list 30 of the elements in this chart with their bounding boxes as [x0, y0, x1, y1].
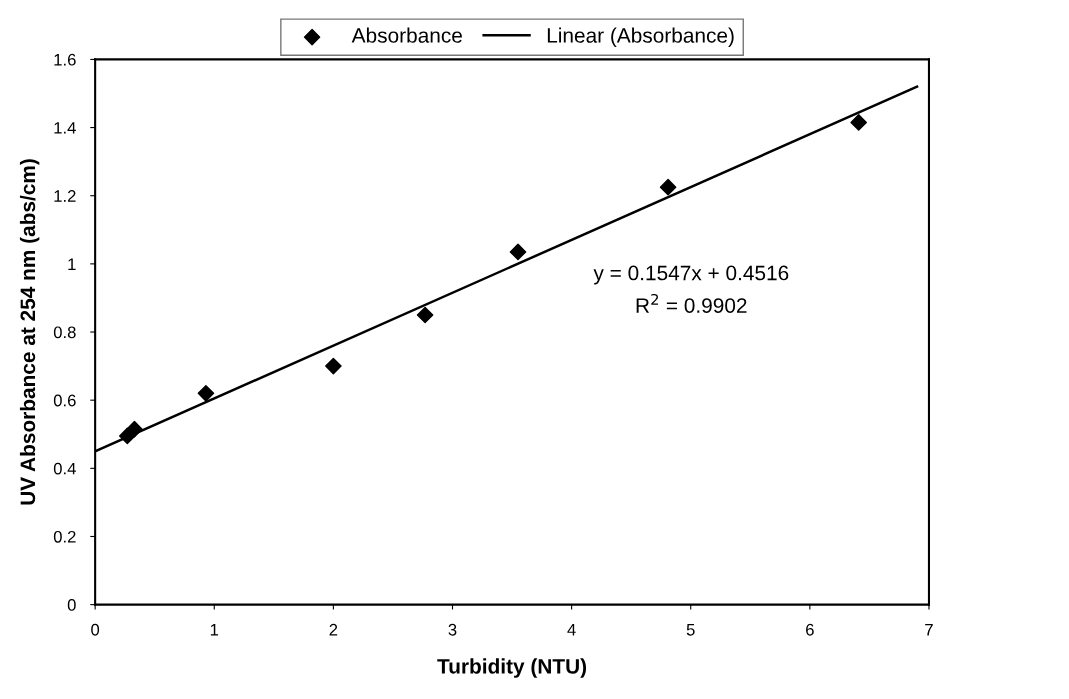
point: [850, 114, 867, 131]
y-axis-title: UV Absorbance at 254 nm (abs/cm): [19, 159, 40, 505]
legend-label: Linear (Absorbance): [547, 27, 734, 47]
y-tick-label: 1.6: [54, 53, 76, 66]
point: [197, 385, 215, 402]
y-tick-label: 0.6: [53, 394, 76, 407]
y-tick-label: 0.4: [53, 462, 76, 475]
annotation: R$^{2}$ = 0.9902: [636, 293, 747, 313]
x-tick-label: 1: [210, 624, 219, 636]
point: [126, 420, 143, 438]
x-tick-label: 6: [806, 623, 814, 636]
x-axis-title: Turbidity (NTU): [437, 658, 587, 678]
point: [509, 243, 527, 261]
y-tick-label: 1.2: [54, 190, 76, 202]
point: [416, 306, 434, 324]
y-tick-label: 1.4: [54, 122, 76, 134]
point: [659, 178, 677, 196]
point: [325, 357, 342, 375]
annotation: y = 0.1547x + 0.4516: [593, 265, 789, 285]
y-tick-label: 0.8: [53, 326, 76, 339]
x-tick-label: 4: [567, 624, 576, 636]
y-tick-label: 1: [68, 258, 76, 270]
y-tick-label: 0: [67, 599, 76, 611]
x-tick-label: 0: [91, 623, 100, 636]
x-tick-label: 5: [686, 624, 695, 636]
legend-label: Absorbance: [351, 27, 462, 43]
x-tick-label: 7: [925, 624, 933, 636]
x-tick-label: 2: [329, 623, 338, 636]
y-tick-label: 0.2: [53, 530, 76, 543]
x-tick-label: 3: [448, 623, 457, 636]
